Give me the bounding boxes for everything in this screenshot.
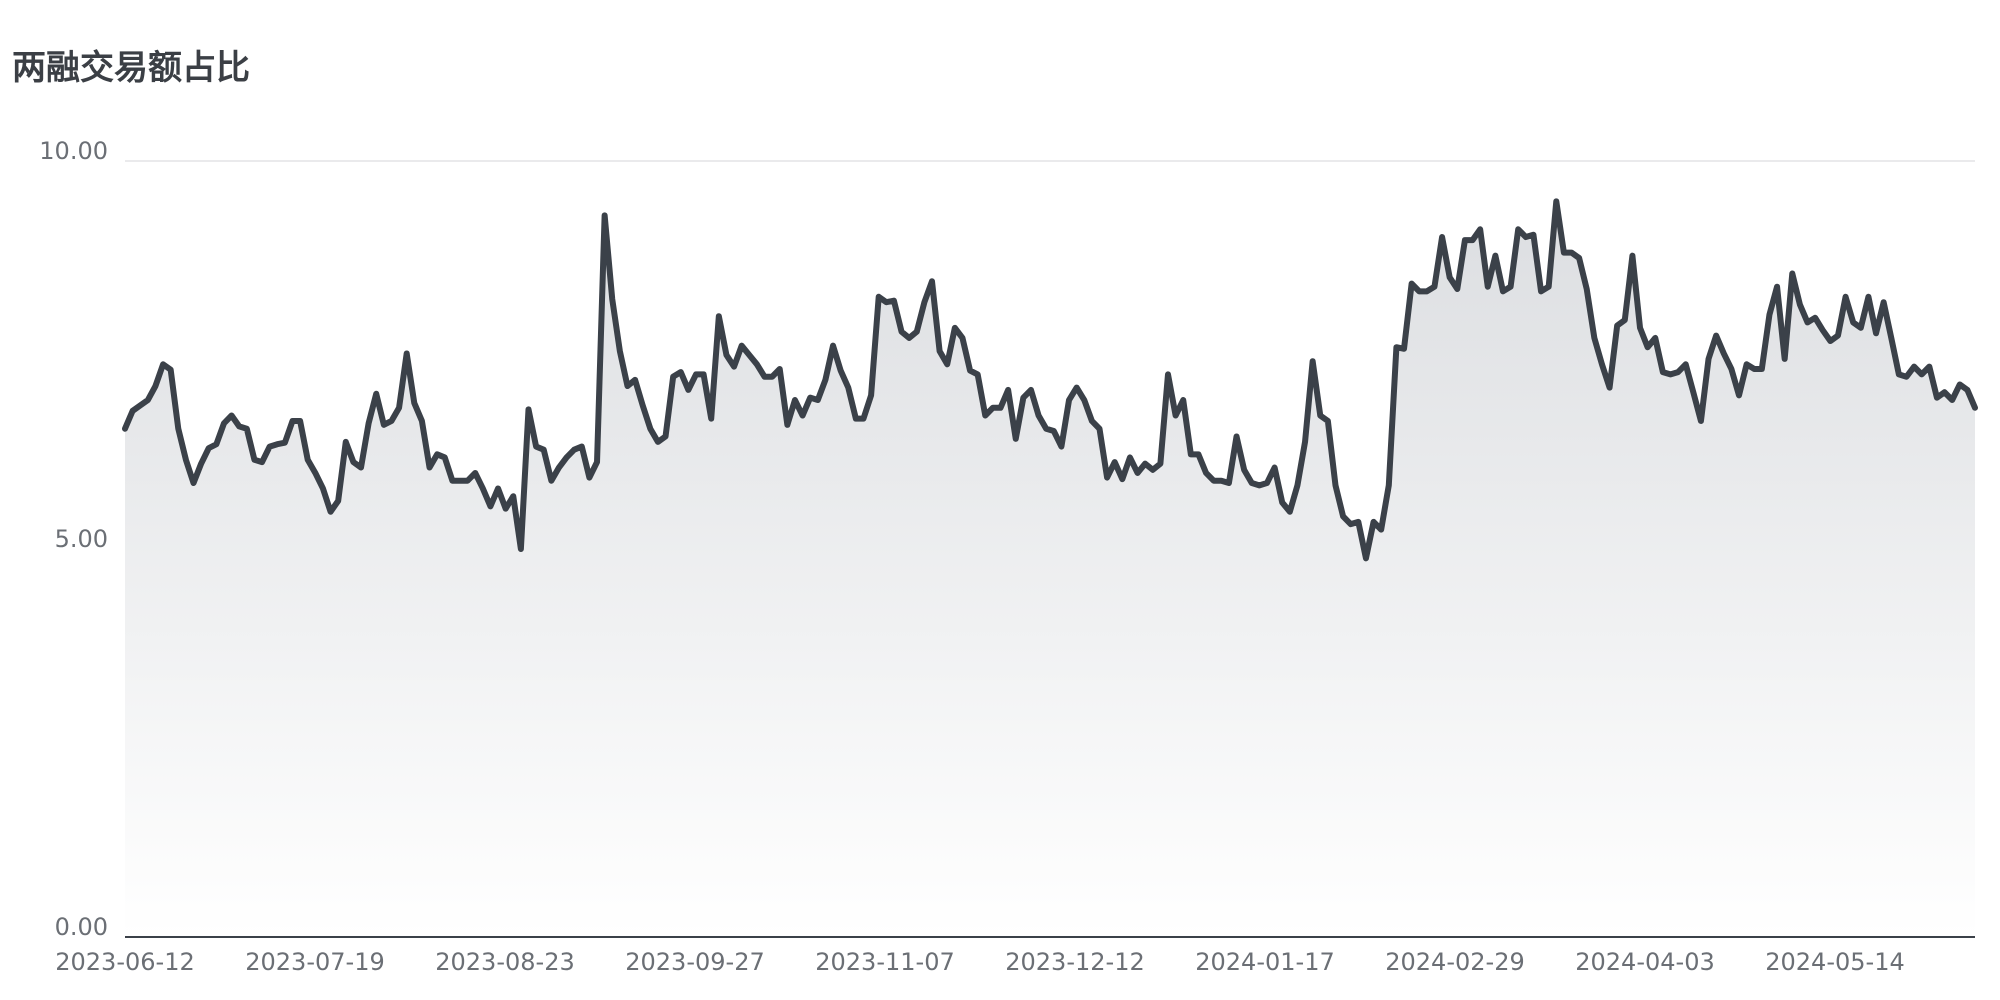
x-tick-label: 2023-12-12 — [1005, 948, 1144, 976]
x-axis: 2023-06-12 2023-07-19 2023-08-23 2023-09-27… — [55, 948, 1904, 976]
series-area — [125, 201, 1975, 938]
y-tick-label: 0.00 — [55, 913, 108, 941]
series-line — [122, 198, 1978, 562]
y-tick-label: 10.00 — [39, 137, 108, 165]
x-tick-label: 2023-11-07 — [815, 948, 954, 976]
x-tick-label: 2023-08-23 — [435, 948, 574, 976]
x-tick-label: 2024-02-29 — [1385, 948, 1524, 976]
x-tick-label: 2024-05-14 — [1765, 948, 1904, 976]
y-tick-label: 5.00 — [55, 525, 108, 553]
x-tick-label: 2024-04-03 — [1575, 948, 1714, 976]
x-tick-label: 2023-09-27 — [625, 948, 764, 976]
x-tick-label: 2023-06-12 — [55, 948, 194, 976]
y-axis: 10.00 5.00 0.00 — [39, 137, 108, 941]
x-tick-label: 2024-01-17 — [1195, 948, 1334, 976]
chart-title: 两融交易额占比 — [12, 48, 250, 88]
x-tick-label: 2023-07-19 — [245, 948, 384, 976]
